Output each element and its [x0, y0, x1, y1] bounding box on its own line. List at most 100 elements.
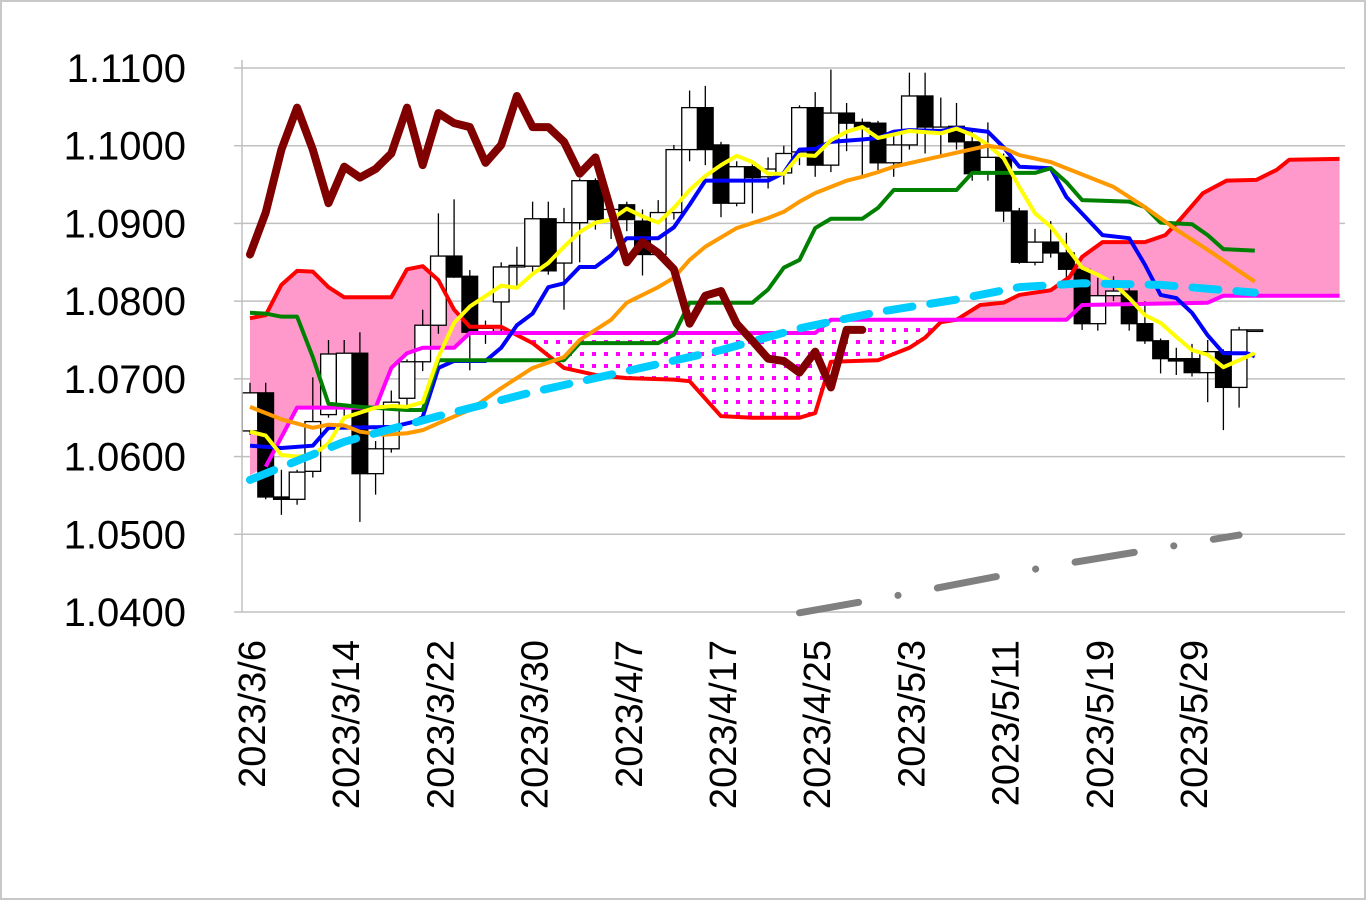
candle: [681, 90, 699, 162]
candle-body-down: [1136, 323, 1154, 342]
base-line: [249, 166, 1255, 412]
candle: [524, 201, 542, 274]
candle-body-up: [900, 95, 918, 146]
candle-body-down: [586, 180, 604, 221]
very-long-ma: [796, 531, 1243, 617]
candle-body-up: [508, 264, 526, 268]
candle-body-up: [1105, 290, 1123, 297]
x-tick-label: 2023/5/29: [1174, 640, 1216, 809]
candle-body-down: [1073, 268, 1091, 325]
y-tick-label: 1.0600: [64, 436, 186, 480]
x-tick-label: 2023/3/30: [515, 640, 557, 809]
candle: [885, 136, 903, 177]
long-ma: [246, 279, 1259, 484]
y-tick-label: 1.0900: [64, 202, 186, 246]
lagging-span-line: [246, 91, 867, 392]
candle-body-up: [1246, 329, 1264, 333]
leading-span-a-line: [249, 156, 1340, 420]
candle: [665, 144, 683, 220]
candle: [555, 207, 573, 310]
candle-body-down: [1214, 351, 1232, 389]
candle: [1073, 266, 1091, 330]
candle-body-down: [869, 122, 887, 164]
medium-ma: [249, 143, 1256, 437]
candle: [1057, 232, 1075, 281]
candle-body-up: [429, 255, 447, 326]
candle: [822, 69, 840, 173]
candle-body-up: [524, 218, 542, 267]
candle-body-up: [241, 392, 259, 432]
candle: [806, 92, 824, 177]
candle-body-down: [712, 144, 730, 204]
candle: [932, 97, 950, 158]
candle: [382, 390, 400, 453]
x-tick-label: 2023/5/19: [1080, 640, 1122, 809]
candle: [414, 309, 432, 372]
short-ma: [249, 125, 1256, 459]
candle: [367, 441, 385, 495]
candle: [916, 72, 934, 154]
x-tick-label: 2023/3/22: [420, 640, 462, 809]
candle: [1010, 207, 1028, 264]
candle-body-down: [696, 106, 714, 151]
candle: [743, 161, 761, 214]
cloud-bullish-area: [957, 158, 1340, 320]
candle-body-down: [916, 95, 934, 128]
candle-body-down: [445, 255, 463, 278]
y-tick-label: 1.0800: [64, 280, 186, 324]
x-tick-label: 2023/5/3: [891, 640, 933, 788]
candle-body-up: [885, 144, 903, 164]
candle: [429, 213, 447, 334]
candle: [1167, 347, 1185, 375]
candle-body-up: [288, 471, 306, 500]
x-tick-label: 2023/4/7: [609, 640, 651, 788]
candle-body-down: [272, 496, 290, 500]
candle-body-down: [1057, 252, 1075, 270]
candle: [869, 120, 887, 173]
candle: [1136, 301, 1154, 344]
candle: [618, 201, 636, 232]
candle-body-up: [681, 106, 699, 151]
candle-body-down: [1152, 340, 1170, 360]
y-tick-label: 1.1100: [67, 47, 186, 91]
candle: [508, 246, 526, 286]
candle: [1246, 329, 1264, 333]
candle-body-up: [367, 448, 385, 475]
candle: [492, 262, 510, 333]
candle-body-up: [791, 106, 809, 153]
candle: [838, 102, 856, 152]
candle-body-up: [728, 166, 746, 204]
candle: [1152, 338, 1170, 374]
y-tick-label: 1.0500: [64, 513, 186, 557]
candle-body-down: [1010, 210, 1028, 263]
candle-body-up: [414, 324, 432, 363]
candle: [1230, 326, 1248, 408]
x-tick-label: 2023/4/17: [703, 640, 745, 809]
candle: [995, 153, 1013, 222]
candle-body-up: [571, 180, 589, 224]
x-tick-label: 2023/3/6: [232, 640, 274, 788]
x-tick-label: 2023/5/11: [986, 640, 1028, 806]
leading-span-b-line: [263, 293, 1340, 468]
y-tick-label: 1.0400: [64, 591, 186, 635]
candle-body-up: [335, 352, 353, 407]
candle: [728, 161, 746, 207]
x-tick-label: 2023/4/25: [797, 640, 839, 809]
indicator-lines: [246, 91, 1340, 617]
candle: [272, 469, 290, 515]
candle-body-down: [838, 112, 856, 124]
candle: [398, 359, 416, 410]
candle-body-down: [1167, 358, 1185, 362]
candle: [696, 85, 714, 166]
y-tick-label: 1.0700: [64, 358, 186, 402]
candle: [1199, 340, 1217, 403]
candle: [571, 178, 589, 263]
x-tick-label: 2023/3/14: [326, 640, 368, 809]
candle-body-up: [665, 148, 683, 214]
candle: [445, 199, 463, 278]
cloud-bullish-area: [250, 266, 514, 476]
axes: 1.0400 1.0500 1.0600 1.0700 1.0800 1.0900 1.10…: [64, 47, 1216, 809]
candle-body-down: [1183, 358, 1201, 374]
